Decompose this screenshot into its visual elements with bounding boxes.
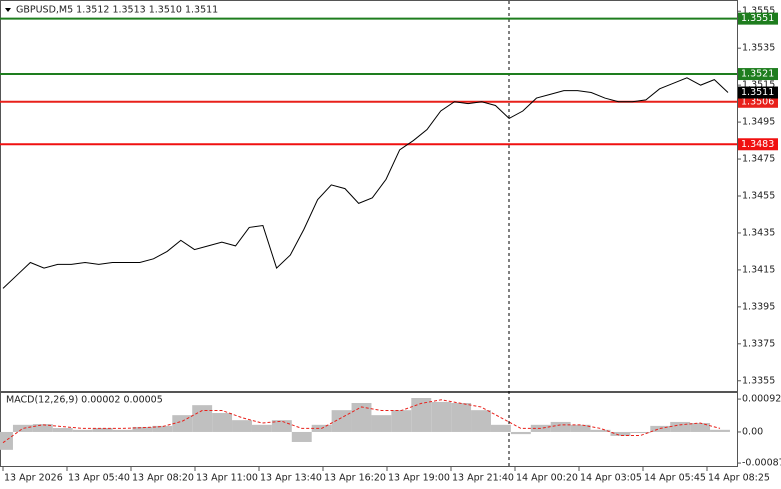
y-tick-label: 1.3395: [742, 301, 775, 312]
macd-bar: [92, 428, 113, 432]
chart-title: GBPUSD,M5 1.3512 1.3513 1.3510 1.3511: [16, 5, 218, 16]
macd-bar: [630, 431, 651, 434]
x-tick-label: 13 Apr 16:20: [324, 473, 386, 484]
macd-bar: [251, 424, 272, 432]
x-tick-label: 13 Apr 21:40: [452, 473, 514, 484]
x-tick-label: 13 Apr 2026: [4, 473, 63, 484]
menu-arrow: [5, 8, 11, 12]
macd-bar: [371, 415, 392, 432]
macd-bar: [132, 426, 153, 432]
macd-bar: [590, 429, 611, 432]
macd-bar: [192, 405, 213, 432]
y-tick-label: 1.3415: [742, 264, 775, 275]
macd-bar: [331, 410, 352, 432]
macd-bar: [32, 424, 53, 432]
y-tick-label: 1.3555: [742, 6, 775, 17]
y-tick-label: 1.3495: [742, 117, 775, 128]
level-tag: [738, 95, 778, 108]
macd-bar: [12, 424, 33, 432]
macd-bar: [152, 425, 173, 432]
macd-bar: [391, 410, 412, 432]
layer: 1.3355 1.3375 1.3395 1.3415 1.3435 1.3455 1.34…: [0, 6, 781, 484]
x-tick-label: 13 Apr 05:40: [68, 473, 130, 484]
x-tick-label: 13 Apr 11:00: [196, 473, 258, 484]
x-tick-label: 13 Apr 08:20: [132, 473, 194, 484]
x-tick-label: 14 Apr 03:05: [580, 473, 642, 484]
y-tick-label: 1.3435: [742, 227, 775, 238]
x-tick-label: 14 Apr 00:20: [516, 473, 578, 484]
macd-bar: [291, 431, 312, 442]
x-tick-label: 14 Apr 08:25: [708, 473, 770, 484]
macd-bar: [490, 424, 511, 432]
macd-bar: [271, 420, 292, 432]
y-tick-label: 1.3455: [742, 191, 775, 202]
macd-bar: [351, 403, 372, 432]
x-tick-label: 14 Apr 05:45: [644, 473, 706, 484]
level-label: 1.3551: [741, 13, 774, 24]
macd-bar: [570, 424, 591, 432]
macd-bar: [550, 421, 571, 432]
macd-bar: [471, 410, 491, 432]
level-tag: [738, 12, 778, 25]
macd-bar: [670, 421, 691, 432]
level-tag: [738, 138, 778, 151]
y-tick-label: -0.00087: [742, 458, 781, 469]
macd-bar: [212, 413, 233, 432]
macd-bar: [690, 423, 711, 432]
macd-bar: [610, 431, 631, 436]
macd-bar: [112, 429, 133, 432]
macd-bar: [72, 429, 93, 432]
level-label: 1.3521: [741, 69, 774, 80]
macd-bar: [411, 398, 432, 432]
last-tag: [738, 86, 778, 99]
macd-bar: [510, 431, 531, 435]
level-tag: [738, 68, 778, 81]
y-tick-label: 0.00: [742, 426, 763, 437]
macd-frame: [0, 392, 738, 467]
last-label: 1.3511: [741, 87, 774, 98]
macd-bar: [172, 415, 193, 432]
y-tick-label: 1.3355: [742, 375, 775, 386]
macd-bar: [710, 429, 730, 432]
y-tick-label: 1.3535: [742, 43, 775, 54]
macd-bar: [0, 431, 13, 450]
level-label: 1.3483: [741, 139, 774, 150]
signal-line: [2, 399, 721, 444]
y-tick-label: 1.3375: [742, 338, 775, 349]
macd-bar: [650, 425, 671, 432]
y-tick-label: 1.3475: [742, 154, 775, 165]
macd-bar: [232, 420, 252, 432]
x-tick-label: 13 Apr 19:00: [388, 473, 450, 484]
price-line: [2, 77, 729, 289]
macd-bar: [52, 428, 73, 432]
level-label: 1.3506: [741, 96, 774, 107]
y-tick-label: 0.00092: [742, 394, 781, 405]
macd-bar: [451, 403, 472, 432]
macd-title: MACD(12,26,9) 0.00002 0.00005: [6, 395, 163, 406]
y-tick-label: 1.3515: [742, 80, 775, 91]
x-tick-label: 13 Apr 13:40: [260, 473, 322, 484]
macd-bar: [431, 401, 452, 432]
